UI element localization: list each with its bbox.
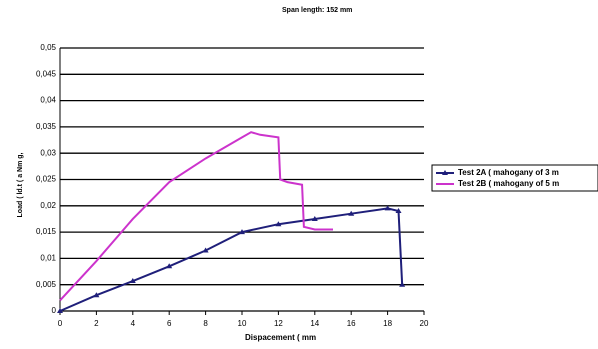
x-tick-label: 20 [420,319,429,328]
marker [311,215,318,221]
y-axis-label: Load ( ld.t ( a Nm g, [17,152,24,217]
y-tick-label: 0,025 [36,175,57,184]
marker [93,292,100,298]
legend-label: Test 2B ( mahogany of 5 m [458,179,559,188]
marker [399,281,406,287]
x-axis-label: Dispacement ( mm [245,333,316,342]
x-tick-label: 16 [347,319,356,328]
marker [348,210,355,216]
marker [384,205,391,211]
x-tick-label: 4 [131,319,136,328]
y-tick-label: 0,05 [40,43,56,52]
y-tick-label: 0,01 [40,254,56,263]
marker [275,221,282,227]
y-tick-label: 0,045 [36,69,57,78]
marker [57,308,63,313]
x-tick-label: 6 [167,319,172,328]
marker [395,208,402,214]
x-tick-label: 8 [203,319,208,328]
marker [166,263,173,269]
series-line [59,131,333,302]
chart-title: Span length: 152 mm [282,7,352,14]
x-tick-label: 14 [310,319,319,328]
marker [239,229,245,235]
x-tick-label: 12 [274,319,283,328]
y-tick-label: 0,035 [36,122,57,131]
x-tick-label: 2 [94,319,99,328]
x-tick-label: 18 [383,319,392,328]
y-tick-label: 0,005 [36,280,57,289]
y-tick-label: 0,03 [40,148,56,157]
x-tick-label: 10 [238,319,247,328]
legend-label: Test 2A ( mahogany of 3 m [458,168,559,177]
marker [202,247,209,253]
y-tick-label: 0,015 [36,227,57,236]
y-tick-label: 0,04 [40,96,56,105]
y-tick-label: 0 [52,306,57,315]
series-line [59,207,404,312]
x-tick-label: 0 [58,319,63,328]
marker [442,170,448,175]
marker [129,278,136,284]
y-tick-label: 0,02 [40,201,56,210]
legend-box [431,164,598,192]
